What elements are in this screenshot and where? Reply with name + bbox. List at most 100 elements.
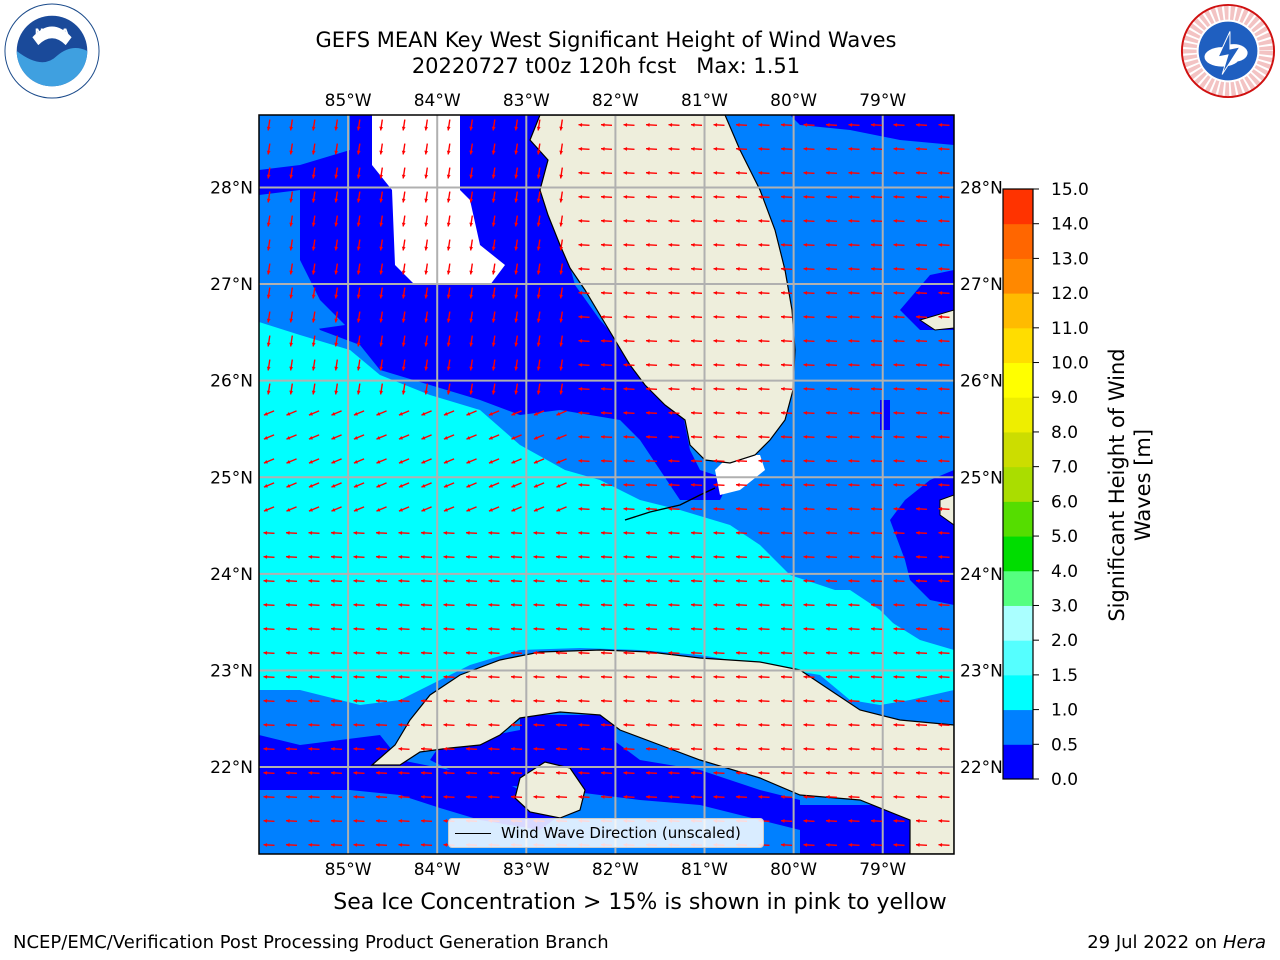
wind-vector-head — [421, 602, 425, 607]
colorbar-tick-label: 5.0 — [1051, 527, 1078, 547]
wind-vector-head — [266, 126, 271, 131]
wind-vector-head — [289, 390, 294, 395]
wind-vector-head — [736, 386, 740, 391]
wind-vector-head — [893, 650, 898, 655]
land-florida — [529, 115, 796, 464]
footer-date: 29 Jul 2022 on Hera — [1087, 932, 1266, 953]
wind-vector-head — [871, 530, 875, 535]
wind-vector-head — [578, 650, 583, 655]
title-line-1: GEFS MEAN Key West Significant Height of… — [315, 28, 897, 52]
wind-vector-head — [623, 674, 628, 679]
wind-vector-head — [893, 242, 898, 247]
colorbar-segment — [1003, 223, 1033, 259]
wind-vector-head — [491, 342, 496, 347]
wind-vector-head — [601, 362, 605, 367]
wind-vector-head — [511, 602, 515, 607]
wind-vector-head — [379, 270, 384, 275]
wind-vector-head — [356, 318, 361, 323]
wind-vector-head — [311, 270, 316, 275]
wind-vector-head — [736, 770, 740, 775]
wind-vector-head — [488, 770, 493, 775]
wind-vector-head — [424, 150, 429, 155]
wind-vector-head — [443, 722, 448, 727]
wind-vector-head — [848, 602, 853, 607]
wind-vector-head — [871, 578, 875, 583]
wind-vector-head — [668, 314, 673, 319]
wind-vector-head — [488, 698, 493, 703]
wind-vector-head — [401, 342, 406, 347]
wind-vector-head — [353, 770, 358, 775]
wind-vector-head — [446, 366, 451, 371]
wind-vector-head — [826, 626, 830, 631]
wind-vector-head — [353, 722, 358, 727]
wind-vector-head — [286, 436, 291, 440]
wind-vector-head — [601, 434, 605, 439]
wind-vector-head — [578, 338, 583, 343]
lat-label-left: 23°N — [210, 661, 253, 681]
wind-vector-head — [691, 626, 695, 631]
wind-vector-head — [916, 506, 920, 511]
wind-vector-head — [736, 794, 740, 799]
wind-vector-head — [623, 266, 628, 271]
wind-vector-head — [356, 222, 361, 227]
wind-vector-head — [421, 794, 425, 799]
wind-vector-head — [758, 122, 763, 127]
wind-vector-head — [781, 506, 785, 511]
wind-vector-head — [623, 314, 628, 319]
wind-vector-head — [758, 194, 763, 199]
wind-vector-head — [893, 122, 898, 127]
wind-vector-head — [491, 390, 496, 395]
wind-vector-head — [578, 242, 583, 247]
wind-vector-head — [893, 602, 898, 607]
wind-vector-head — [536, 198, 541, 203]
lat-label-right: 23°N — [960, 661, 1003, 681]
lon-label-top: 80°W — [770, 91, 817, 111]
wind-vector-head — [578, 170, 583, 175]
wind-vector-head — [446, 318, 451, 323]
wind-vector-head — [398, 554, 403, 559]
wind-vector-head — [893, 266, 898, 271]
wind-vector-head — [446, 246, 451, 251]
wave-band-low — [259, 735, 560, 830]
wind-vector-head — [826, 530, 830, 535]
wind-vector-head — [488, 650, 493, 655]
wind-vector-head — [289, 150, 294, 155]
wind-vector-head — [668, 410, 673, 415]
wind-vector-head — [781, 674, 785, 679]
wind-vector-head — [488, 602, 493, 607]
wind-vector-head — [758, 674, 763, 679]
wind-vector-head — [826, 314, 830, 319]
wind-vector-head — [398, 650, 403, 655]
wind-vector-head — [311, 174, 316, 179]
wind-vector-head — [334, 318, 339, 323]
wind-vector-head — [533, 770, 538, 775]
wind-vector-head — [421, 722, 425, 727]
wind-vector-head — [578, 122, 583, 127]
wind-vector-head — [916, 530, 920, 535]
wind-vector-head — [421, 746, 425, 751]
wind-vector-head — [668, 578, 673, 583]
wind-vector-head — [826, 818, 830, 823]
wind-vector-head — [623, 602, 628, 607]
wind-vector-head — [736, 578, 740, 583]
wind-vector-head — [263, 484, 268, 488]
wind-vector-head — [469, 294, 474, 299]
footer-host: Hera — [1222, 932, 1266, 953]
wind-vector-head — [781, 650, 785, 655]
wind-vector-head — [289, 270, 294, 275]
wind-vector-head — [488, 794, 493, 799]
wind-vector-head — [691, 578, 695, 583]
wind-vector-head — [826, 170, 830, 175]
wind-vector-head — [578, 266, 583, 271]
wind-vector-head — [443, 578, 448, 583]
colorbar-tick-label: 14.0 — [1051, 215, 1089, 235]
wind-vector-head — [469, 126, 474, 131]
wind-vector-head — [893, 290, 898, 295]
wind-vector-head — [871, 482, 875, 487]
wind-vector-head — [376, 460, 381, 464]
wind-vector-head — [668, 698, 673, 703]
wind-vector-head — [533, 436, 538, 440]
wind-vector-head — [758, 434, 763, 439]
wind-vector-head — [781, 146, 785, 151]
